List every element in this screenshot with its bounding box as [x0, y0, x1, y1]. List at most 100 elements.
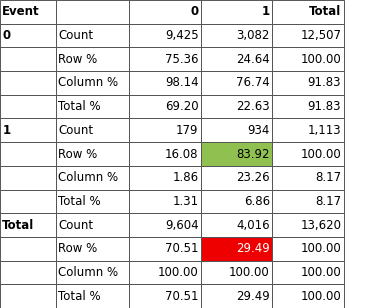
Text: Row %: Row % — [58, 53, 98, 66]
Text: 9,425: 9,425 — [165, 29, 198, 42]
Bar — [0, 166, 56, 189]
Text: 16.08: 16.08 — [165, 148, 198, 160]
Bar — [0, 189, 56, 213]
Text: 98.14: 98.14 — [165, 76, 198, 89]
Text: 934: 934 — [247, 124, 270, 137]
Bar — [0, 47, 56, 71]
Bar — [201, 119, 272, 142]
Bar — [129, 95, 201, 119]
Text: Column %: Column % — [58, 171, 119, 184]
Text: 100.00: 100.00 — [157, 266, 198, 279]
Text: 1.31: 1.31 — [172, 195, 198, 208]
Text: 100.00: 100.00 — [300, 148, 341, 160]
Bar — [0, 119, 56, 142]
Bar — [272, 189, 344, 213]
Text: 69.20: 69.20 — [165, 100, 198, 113]
Text: 24.64: 24.64 — [236, 53, 270, 66]
Bar — [272, 119, 344, 142]
Text: 8.17: 8.17 — [315, 195, 341, 208]
Text: 100.00: 100.00 — [300, 290, 341, 303]
Bar — [201, 284, 272, 308]
Bar — [201, 24, 272, 47]
Bar — [272, 142, 344, 166]
Text: Total %: Total % — [58, 195, 101, 208]
Bar — [56, 71, 129, 95]
Text: 100.00: 100.00 — [229, 266, 270, 279]
Bar — [272, 261, 344, 284]
Bar — [56, 213, 129, 237]
Bar — [56, 261, 129, 284]
Bar — [56, 237, 129, 261]
Text: 1.86: 1.86 — [172, 171, 198, 184]
Bar — [272, 95, 344, 119]
Bar — [129, 119, 201, 142]
Bar — [129, 261, 201, 284]
Bar — [201, 166, 272, 189]
Text: 0: 0 — [190, 5, 198, 18]
Bar — [129, 213, 201, 237]
Text: 3,082: 3,082 — [237, 29, 270, 42]
Bar — [201, 142, 272, 166]
Text: 91.83: 91.83 — [308, 76, 341, 89]
Bar — [272, 0, 344, 24]
Text: 12,507: 12,507 — [300, 29, 341, 42]
Bar — [56, 0, 129, 24]
Bar — [56, 284, 129, 308]
Bar — [201, 0, 272, 24]
Text: 6.86: 6.86 — [244, 195, 270, 208]
Text: Count: Count — [58, 29, 93, 42]
Bar — [56, 47, 129, 71]
Bar — [56, 95, 129, 119]
Text: 75.36: 75.36 — [165, 53, 198, 66]
Bar — [201, 261, 272, 284]
Text: 23.26: 23.26 — [236, 171, 270, 184]
Bar — [56, 0, 129, 24]
Text: Row %: Row % — [58, 242, 98, 255]
Text: Count: Count — [58, 219, 93, 232]
Bar — [0, 284, 56, 308]
Bar — [272, 284, 344, 308]
Text: 76.74: 76.74 — [236, 76, 270, 89]
Text: 8.17: 8.17 — [315, 171, 341, 184]
Bar — [201, 71, 272, 95]
Bar — [129, 237, 201, 261]
Text: 70.51: 70.51 — [165, 290, 198, 303]
Bar — [272, 166, 344, 189]
Bar — [272, 237, 344, 261]
Text: 83.92: 83.92 — [236, 148, 270, 160]
Bar — [56, 119, 129, 142]
Text: Total: Total — [309, 5, 341, 18]
Bar — [272, 213, 344, 237]
Text: 0: 0 — [2, 29, 10, 42]
Bar — [272, 24, 344, 47]
Text: 70.51: 70.51 — [165, 242, 198, 255]
Text: Event: Event — [2, 5, 40, 18]
Bar — [0, 213, 56, 237]
Bar — [0, 24, 56, 47]
Bar — [201, 47, 272, 71]
Bar — [272, 47, 344, 71]
Bar — [129, 71, 201, 95]
Text: 100.00: 100.00 — [300, 53, 341, 66]
Text: 179: 179 — [176, 124, 198, 137]
Bar — [201, 142, 272, 166]
Text: Row %: Row % — [58, 148, 98, 160]
Bar — [129, 189, 201, 213]
Bar — [0, 95, 56, 119]
Bar — [129, 47, 201, 71]
Text: 1: 1 — [262, 5, 270, 18]
Bar — [129, 0, 201, 24]
Bar — [0, 0, 56, 24]
Bar — [272, 71, 344, 95]
Text: Column %: Column % — [58, 76, 119, 89]
Text: 100.00: 100.00 — [300, 242, 341, 255]
Text: Count: Count — [58, 124, 93, 137]
Bar — [0, 71, 56, 95]
Text: Total %: Total % — [58, 290, 101, 303]
Text: 22.63: 22.63 — [236, 100, 270, 113]
Bar — [129, 284, 201, 308]
Bar — [0, 0, 56, 24]
Bar — [129, 142, 201, 166]
Text: 1: 1 — [2, 124, 10, 137]
Text: 4,016: 4,016 — [236, 219, 270, 232]
